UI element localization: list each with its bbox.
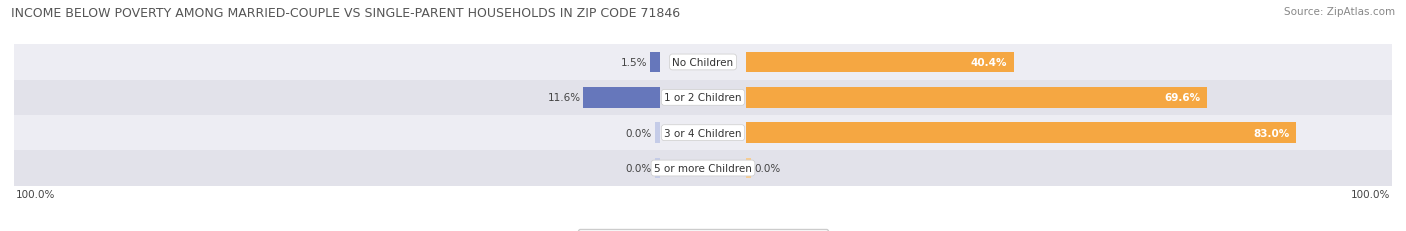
Text: No Children: No Children xyxy=(672,58,734,68)
Text: 83.0%: 83.0% xyxy=(1253,128,1289,138)
Bar xyxy=(650,52,659,73)
Bar xyxy=(655,158,659,179)
Bar xyxy=(655,123,659,143)
Bar xyxy=(747,52,1014,73)
Text: 1 or 2 Children: 1 or 2 Children xyxy=(664,93,742,103)
Text: INCOME BELOW POVERTY AMONG MARRIED-COUPLE VS SINGLE-PARENT HOUSEHOLDS IN ZIP COD: INCOME BELOW POVERTY AMONG MARRIED-COUPL… xyxy=(11,7,681,20)
Text: 5 or more Children: 5 or more Children xyxy=(654,163,752,173)
Bar xyxy=(583,88,659,108)
Bar xyxy=(14,80,1392,116)
Bar xyxy=(14,116,1392,151)
Legend: Married Couples, Single Parents: Married Couples, Single Parents xyxy=(578,229,828,231)
Text: 11.6%: 11.6% xyxy=(547,93,581,103)
Text: 0.0%: 0.0% xyxy=(754,163,780,173)
Text: 40.4%: 40.4% xyxy=(970,58,1007,68)
Text: 1.5%: 1.5% xyxy=(621,58,647,68)
Text: 0.0%: 0.0% xyxy=(626,128,652,138)
Bar xyxy=(14,151,1392,186)
Bar xyxy=(747,158,751,179)
Text: 69.6%: 69.6% xyxy=(1164,93,1201,103)
Text: 100.0%: 100.0% xyxy=(1351,189,1391,199)
Text: 100.0%: 100.0% xyxy=(15,189,55,199)
Bar xyxy=(747,88,1208,108)
Bar xyxy=(747,123,1296,143)
Text: Source: ZipAtlas.com: Source: ZipAtlas.com xyxy=(1284,7,1395,17)
Bar xyxy=(14,45,1392,80)
Text: 0.0%: 0.0% xyxy=(626,163,652,173)
Text: 3 or 4 Children: 3 or 4 Children xyxy=(664,128,742,138)
